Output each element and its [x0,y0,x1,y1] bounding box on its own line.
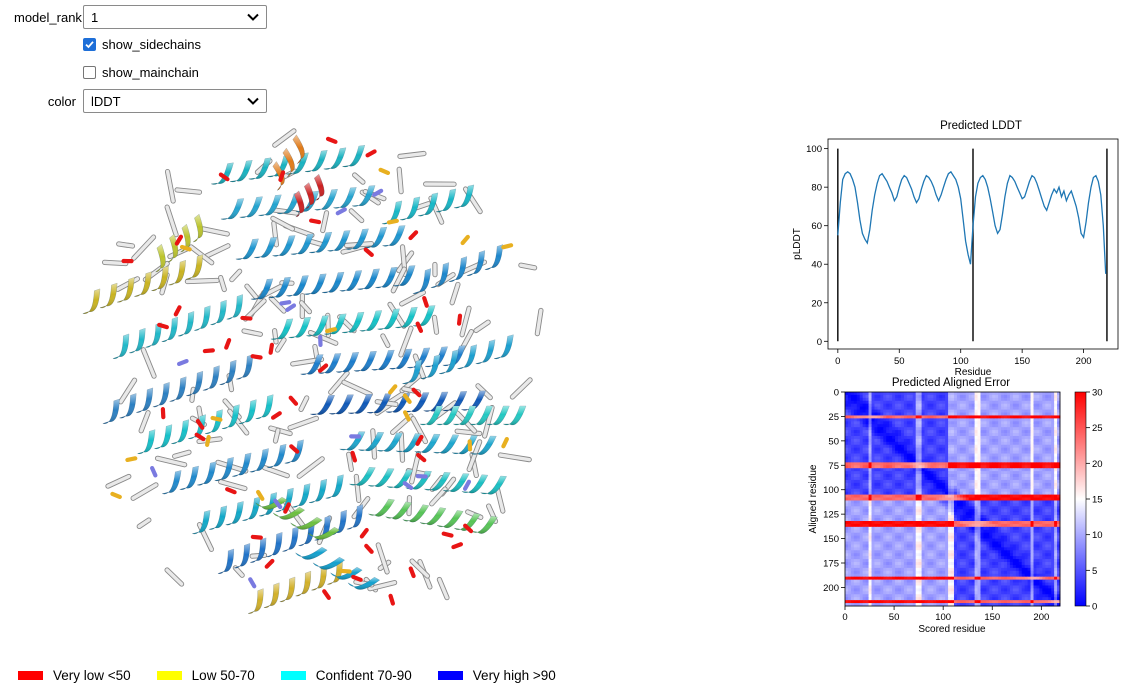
colorbar-tick-label: 20 [1092,459,1103,470]
pae-y-tick-label: 50 [828,436,839,447]
plddt-chart-title: Predicted LDDT [940,120,1022,132]
pae-y-tick-label: 200 [823,583,839,594]
model-rank-label: model_rank [14,10,82,25]
chevron-down-icon [247,97,259,105]
plddt-y-tick-label: 80 [811,183,822,194]
plddt-series-line [837,170,1107,274]
pae-y-tick-label: 75 [828,461,839,472]
sidechain-atoms [110,136,514,606]
pae-heatmap-chart: Predicted Aligned Error 0 50 100 150 2000255… [808,377,1103,635]
pae-y-tick-label: 100 [823,485,839,496]
sidechain-sticks [102,128,544,601]
show-sidechains-label: show_sidechains [102,37,202,52]
show-mainchain-row[interactable]: show_mainchain [83,65,199,80]
colorbar-tick-label: 15 [1092,495,1103,506]
plddt-y-tick-label: 100 [806,144,822,155]
plddt-x-tick-label: 50 [894,356,905,367]
plddt-x-tick-label: 150 [1014,356,1030,367]
pae-y-tick-label: 25 [828,412,839,423]
colorbar-tick-label: 5 [1092,566,1097,577]
checkmark-icon [85,41,94,49]
model-rank-select[interactable]: 1 [83,5,267,29]
legend-item: Very low <50 [18,668,131,683]
colorbar-tick-label: 0 [1092,602,1097,613]
show-sidechains-checkbox[interactable] [83,38,96,51]
color-select[interactable]: lDDT [83,89,267,113]
pae-colorbar [1074,391,1087,607]
legend-label: Very high >90 [472,668,556,683]
plddt-plot-frame [827,138,1119,350]
pae-y-axis-label: Aligned residue [808,464,819,533]
pae-x-axis-label: Scored residue [918,624,986,635]
legend-label: Low 50-70 [191,668,255,683]
model-rank-value: 1 [91,9,99,25]
plddt-x-axis-label: Residue [955,367,992,377]
pae-chart-title: Predicted Aligned Error [892,377,1010,389]
pae-x-tick-label: 50 [889,612,900,623]
legend-label: Confident 70-90 [315,668,412,683]
legend-swatch [280,671,306,680]
pae-x-tick-label: 200 [1033,612,1049,623]
pae-y-tick-label: 0 [834,388,839,399]
legend-swatch [437,671,463,680]
plddt-y-axis-label: pLDDT [792,228,803,260]
plddt-y-tick-label: 60 [811,221,822,232]
legend-item: Low 50-70 [156,668,255,683]
pae-plot-frame [844,391,1061,607]
plddt-color-legend: Very low <50 Low 50-70 Confident 70-90 Very… [18,668,582,683]
plddt-x-tick-label: 100 [953,356,969,367]
legend-swatch [18,671,43,680]
legend-item: Very high >90 [437,668,556,683]
helix-ribbons [81,134,527,614]
pae-y-tick-label: 125 [823,510,839,521]
plddt-y-tick-label: 20 [811,298,822,309]
plddt-y-tick-label: 40 [811,260,822,271]
legend-label: Very low <50 [53,668,131,683]
color-label: color [47,94,76,109]
pae-x-tick-label: 150 [984,612,1000,623]
pae-x-tick-label: 0 [842,612,847,623]
legend-item: Confident 70-90 [280,668,412,683]
show-mainchain-checkbox[interactable] [83,66,96,79]
pae-y-tick-label: 175 [823,559,839,570]
show-mainchain-label: show_mainchain [102,65,199,80]
colorbar-tick-label: 10 [1092,530,1103,541]
colorbar-tick-label: 30 [1092,388,1103,399]
legend-swatch [156,671,182,680]
pae-x-tick-label: 100 [935,612,951,623]
plddt-line-chart: Predicted LDDT Residue pLDDT 0 50 100 150 20… [792,120,1119,377]
protein-structure-viewer[interactable] [40,115,580,630]
plddt-x-tick-label: 0 [835,356,840,367]
pae-y-tick-label: 150 [823,534,839,545]
color-value: lDDT [91,93,121,109]
show-sidechains-row[interactable]: show_sidechains [83,37,201,52]
plddt-x-tick-label: 200 [1076,356,1092,367]
chevron-down-icon [247,13,259,21]
plddt-y-tick-label: 0 [817,337,822,348]
colorbar-tick-label: 25 [1092,423,1103,434]
